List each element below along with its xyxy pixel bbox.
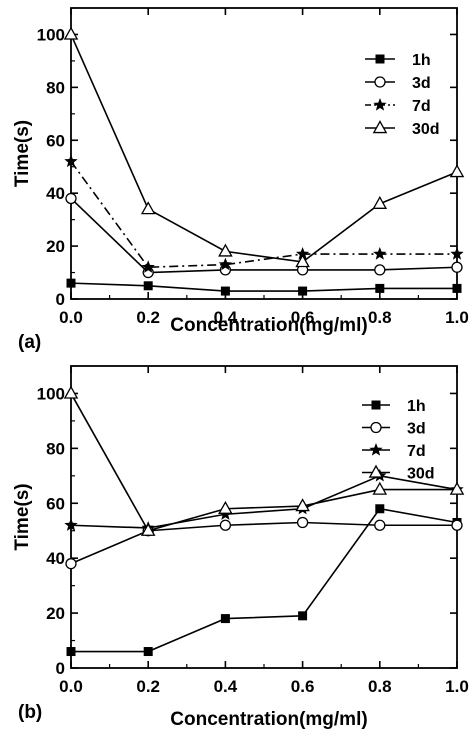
data-point-3d [374,519,386,531]
data-point-1h [375,504,385,514]
y-tick-label: 40 [46,184,65,203]
series-line-7d [70,160,457,269]
legend-marker-1h [371,400,381,410]
chart-panel-a: 0.0 0.2 0.4 0.6 0.8 1.0 0 20 40 60 80 100 Concentrat… [12,7,469,353]
x-tick-label: 0.6 [291,308,315,327]
x-tick-label: 1.0 [445,308,469,327]
data-point-1h [220,286,230,296]
x-tick-label: 0.0 [59,308,83,327]
legend-marker-30d [372,120,388,134]
data-point-30d [140,201,156,215]
x-tick-label: 0.4 [214,677,238,696]
legend-marker-3d [370,421,382,434]
series-line-3d [70,521,457,565]
y-tick-label: 100 [37,25,65,44]
data-point-1h [66,647,76,657]
x-tick-label: 0.2 [136,308,160,327]
y-tick-label: 0 [56,290,65,309]
data-point-3d [374,264,386,276]
y-tick-label: 60 [46,131,65,150]
data-point-1h [143,281,153,291]
legend-label-30d: 30d [407,466,435,483]
series-line-3d [70,197,458,274]
data-point-30d [218,243,233,257]
data-point-30d [449,481,465,495]
y-tick-label: 0 [56,659,65,678]
data-point-1h [452,283,462,293]
data-point-1h [66,278,76,288]
y-tick-label: 40 [46,549,65,568]
panel-label: (b) [18,702,42,723]
legend-label-30d: 30d [412,121,440,138]
data-point-30d [63,26,79,40]
x-tick-label: 0.8 [368,308,392,327]
data-point-7d [141,260,155,273]
y-tick-label: 20 [46,604,65,623]
x-tick-label: 0.6 [291,677,315,696]
series-line-30d [70,34,458,263]
legend-marker-7d [373,98,387,111]
data-point-3d [65,558,77,570]
data-point-3d [65,192,77,205]
legend-label-3d: 3d [407,421,426,438]
legend-marker-1h [375,54,385,64]
data-point-1h [220,614,230,624]
series-line-7d [70,474,458,529]
series-line-30d [70,393,457,532]
legend-marker-30d [368,464,384,478]
legend-marker-7d [369,443,383,456]
data-point-30d [372,195,388,209]
data-point-30d [372,481,388,495]
legend-label-7d: 7d [412,98,431,115]
data-point-1h [298,611,308,621]
data-point-3d [296,516,309,529]
x-tick-label: 0.8 [368,677,392,696]
data-point-1h [375,283,385,293]
y-axis-title: Time(s) [12,483,33,550]
data-point-30d [218,500,233,514]
x-axis-title: Concentration(mg/ml) [170,709,367,730]
legend-label-3d: 3d [412,75,431,92]
legend-label-1h: 1h [412,52,431,69]
data-point-1h [143,647,153,657]
plot-frame [70,365,458,669]
data-point-30d [295,498,310,512]
legend-marker-3d [374,76,386,88]
y-axis-title: Time(s) [12,120,33,187]
series-line-1h [71,507,458,653]
data-point-30d [140,522,156,536]
data-point-30d [295,254,310,268]
legend-label-7d: 7d [407,443,426,460]
series-line-1h [70,282,457,292]
y-tick-label: 20 [46,237,65,256]
data-point-7d [373,247,387,260]
data-point-3d [219,519,232,531]
plot-frame [70,7,458,300]
data-point-7d [64,518,78,531]
legend-label-1h: 1h [407,398,426,415]
x-tick-label: 0.2 [136,677,160,696]
data-point-7d [450,247,464,260]
data-point-3d [451,261,463,273]
x-axis-title: Concentration(mg/ml) [170,315,367,336]
data-point-1h [298,286,308,296]
x-tick-label: 1.0 [445,677,469,696]
chart-panel-b: 0.0 0.2 0.4 0.6 0.8 1.0 0 20 40 60 80 100 Concentrat… [12,365,469,730]
panel-label: (a) [18,332,41,353]
data-point-3d [451,519,463,531]
data-point-30d [449,164,465,178]
x-tick-label: 0.0 [59,677,83,696]
y-tick-label: 60 [46,494,65,513]
data-point-7d [295,247,310,260]
y-tick-label: 80 [46,439,65,458]
data-point-7d [218,257,233,271]
data-point-30d [63,385,79,399]
data-point-7d [64,154,78,168]
y-tick-label: 80 [46,78,65,97]
y-tick-label: 100 [37,384,65,403]
x-tick-label: 0.4 [214,308,238,327]
